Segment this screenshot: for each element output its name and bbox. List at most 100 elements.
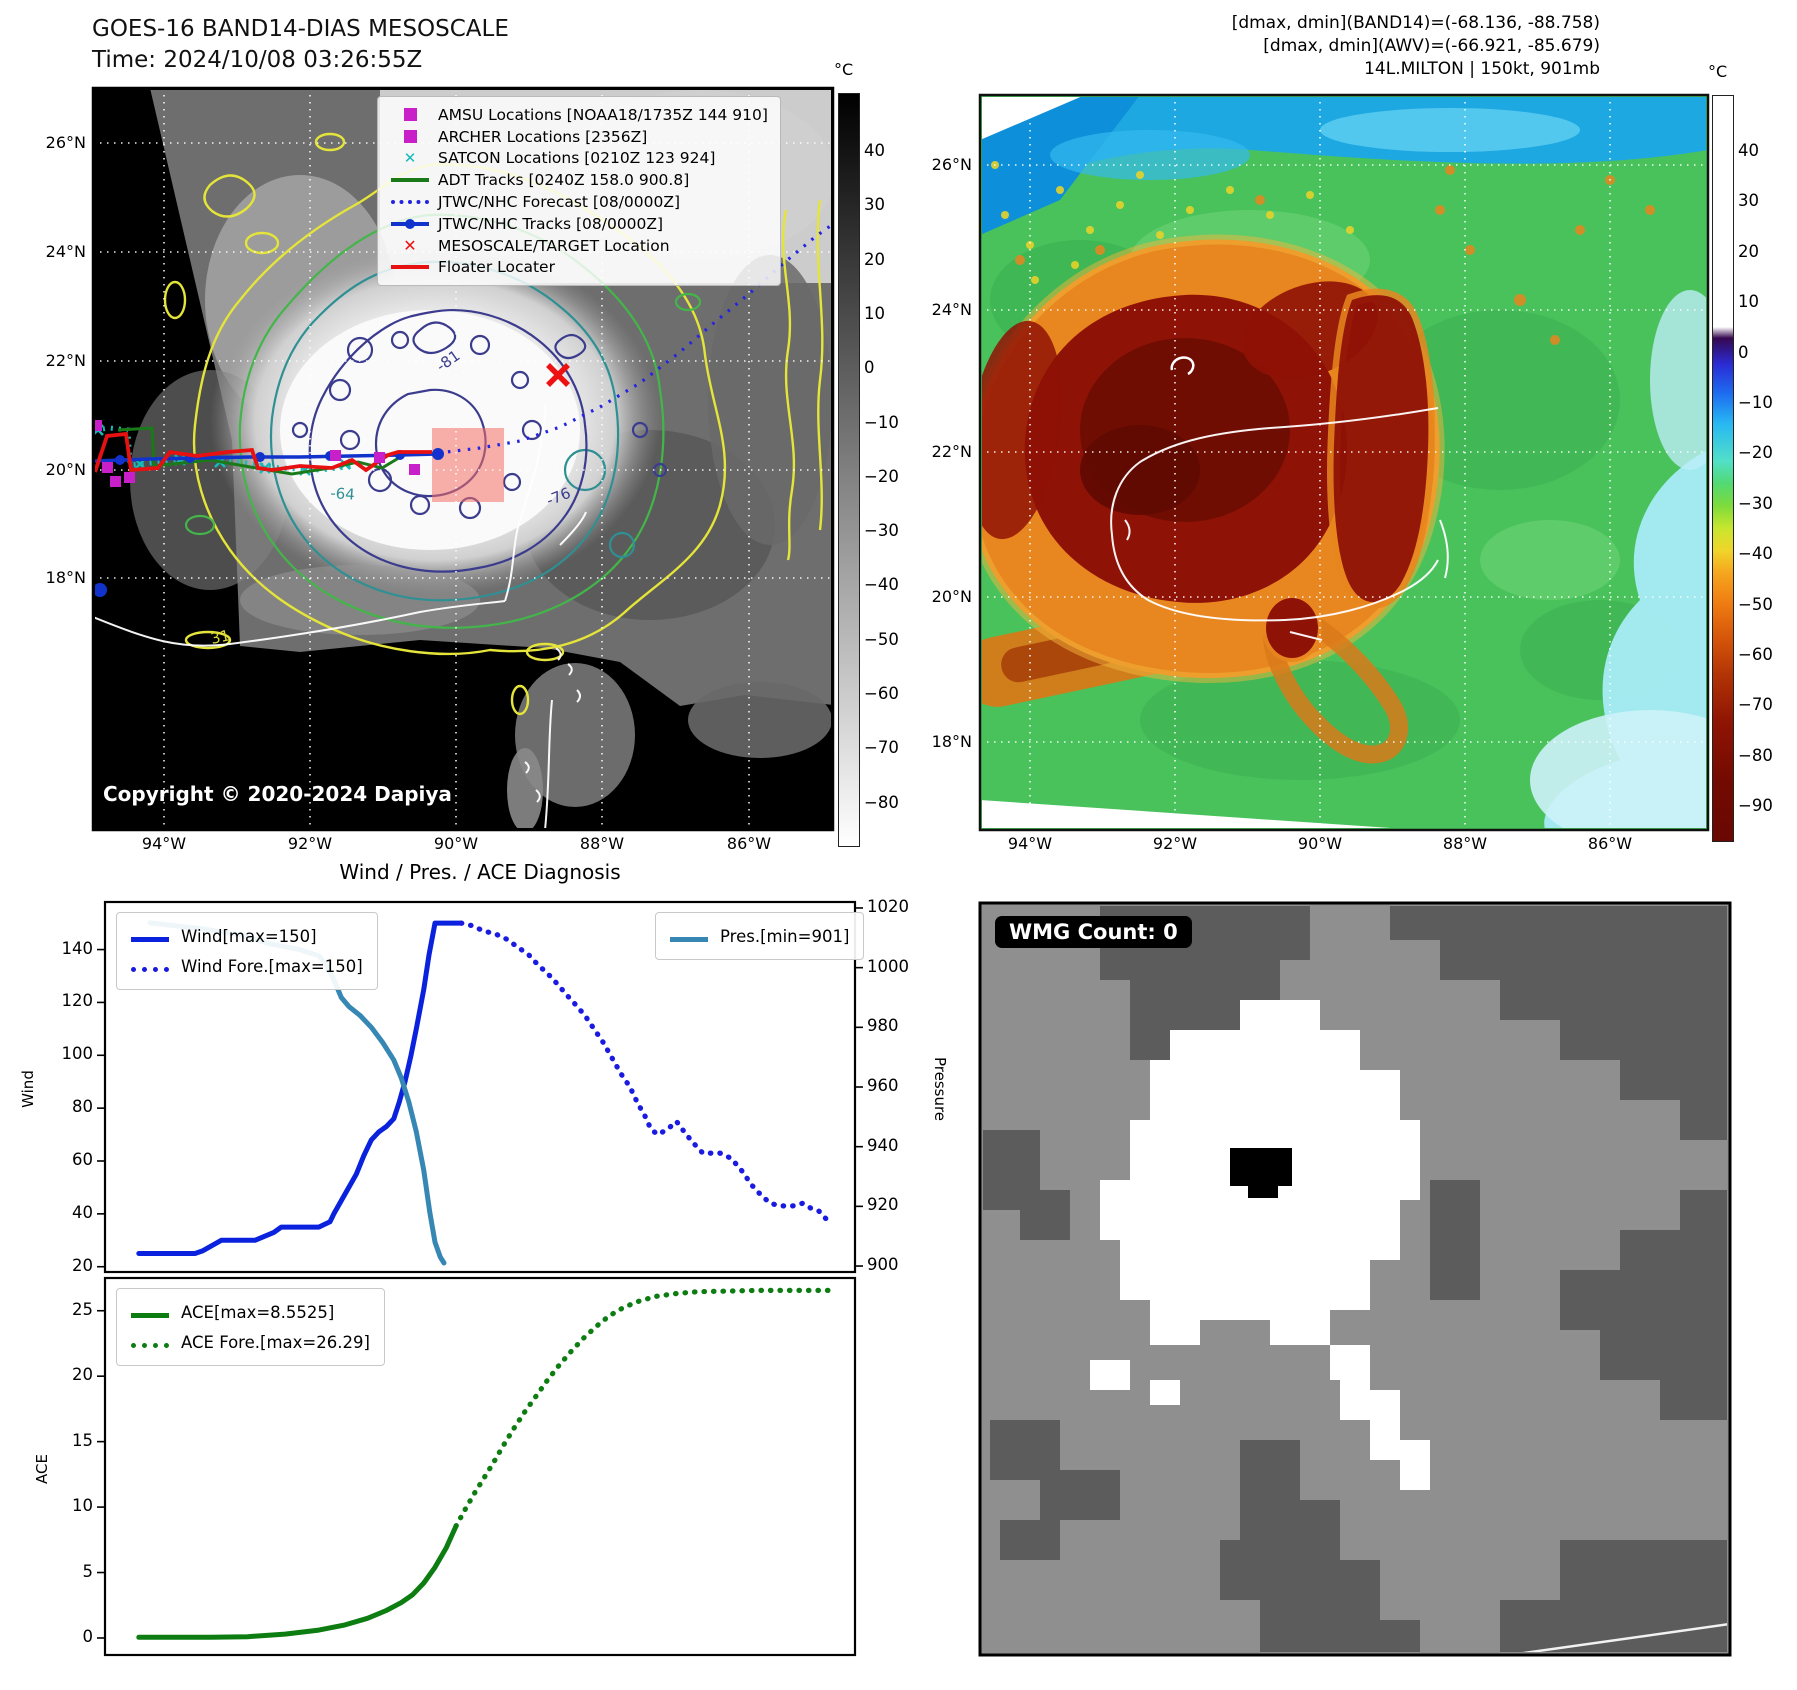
dmax-dmin-band14: [dmax, dmin](BAND14)=(-68.136, -88.758) — [1231, 13, 1600, 33]
dotted-line-icon — [388, 200, 432, 205]
line-sample-icon — [670, 927, 708, 946]
map-legend-label: ADT Tracks [0240Z 158.0 900.8] — [438, 171, 690, 190]
map1-colorbar-tick: −60 — [864, 684, 899, 703]
map2-lat-label: 18°N — [931, 732, 972, 751]
y-tick-label-right: 940 — [867, 1135, 899, 1155]
chart-legend-label: ACE[max=8.5525] — [181, 1302, 335, 1322]
map1-lat-label: 22°N — [45, 351, 86, 370]
series-ace-fore-max- — [453, 1287, 832, 1529]
map2-colorbar-tick: −70 — [1738, 695, 1773, 715]
contour-label: 31 — [209, 626, 231, 648]
map2-lat-label: 24°N — [931, 300, 972, 319]
chart-legend-item: ACE Fore.[max=26.29] — [131, 1327, 370, 1357]
map2-colorbar-tick: 20 — [1738, 241, 1759, 261]
y-tick-label: 20 — [72, 1365, 93, 1385]
speckles-yellow — [991, 161, 1354, 284]
chart-legend-item: Wind Fore.[max=150] — [131, 951, 363, 981]
chart-legend-item: ACE[max=8.5525] — [131, 1297, 370, 1327]
chart-legend-item: Wind[max=150] — [131, 921, 363, 951]
colorbar2-unit: °C — [1708, 62, 1728, 81]
y-tick-label: 40 — [72, 1202, 93, 1222]
map1-lon-label: 86°W — [726, 834, 772, 853]
map2-colorbar-tick: 10 — [1738, 292, 1759, 312]
series-ace-max- — [136, 1523, 459, 1640]
map1-colorbar-tick: −10 — [864, 412, 899, 432]
amsu-archer-markers — [95, 420, 420, 487]
map1-colorbar-tick: 40 — [864, 141, 885, 160]
y-tick-label: 10 — [72, 1496, 93, 1516]
eye-curl — [1170, 356, 1195, 376]
map1-colorbar-tick: 0 — [864, 358, 875, 378]
color-ir-map — [978, 93, 1710, 832]
map-legend-label: JTWC/NHC Tracks [08/0000Z] — [438, 214, 664, 233]
y-tick-label: 0 — [82, 1626, 94, 1646]
map1-colorbar-tick: −50 — [864, 629, 899, 649]
chart-title: Wind / Pres. / ACE Diagnosis — [339, 860, 621, 884]
chart-legend-item: Pres.[min=901] — [670, 921, 849, 951]
wmg-map — [978, 901, 1732, 1657]
square-marker-icon — [388, 130, 432, 144]
map2-colorbar-tick: −80 — [1738, 745, 1773, 765]
wind-legend: Wind[max=150] Wind Fore.[max=150] — [116, 912, 378, 990]
map-legend: AMSU Locations [NOAA18/1735Z 144 910] ARC… — [377, 96, 781, 287]
map1-colorbar-tick: 10 — [864, 303, 885, 323]
map1-colorbar-tick: −30 — [864, 521, 899, 541]
panel1-title: GOES-16 BAND14-DIAS MESOSCALE — [92, 16, 509, 42]
map-legend-item: Floater Locater — [388, 257, 768, 279]
dotted-line-icon — [131, 1333, 169, 1352]
copyright-text: Copyright © 2020-2024 Dapiya — [103, 782, 452, 806]
chart-frames — [103, 900, 857, 1657]
wind-axis-label: Wind — [19, 1070, 37, 1108]
square-marker-icon — [388, 108, 432, 122]
map-legend-item: ADT Tracks [0240Z 158.0 900.8] — [388, 169, 768, 191]
map2-lon-label: 90°W — [1297, 834, 1343, 853]
map1-colorbar-tick: −70 — [864, 738, 899, 758]
ace-legend: ACE[max=8.5525] ACE Fore.[max=26.29] — [116, 1288, 385, 1366]
coastline-yucatan — [1110, 407, 1449, 641]
storm-id-intensity: 14L.MILTON | 150kt, 901mb — [1364, 59, 1600, 79]
line-dot-icon — [388, 218, 432, 229]
map-legend-label: JTWC/NHC Forecast [08/0000Z] — [438, 193, 681, 212]
map-legend-item: AMSU Locations [NOAA18/1735Z 144 910] — [388, 104, 768, 126]
map2-colorbar-tick: −90 — [1738, 796, 1773, 816]
map1-lon-label: 88°W — [579, 834, 625, 853]
y-tick-label-right: 1000 — [867, 956, 909, 976]
map-legend-item: ARCHER Locations [2356Z] — [388, 126, 768, 148]
y-tick-label-right: 1020 — [867, 896, 909, 916]
map2-lon-label: 86°W — [1587, 834, 1633, 853]
pressure-legend: Pres.[min=901] — [655, 912, 865, 960]
map-legend-label: SATCON Locations [0210Z 123 924] — [438, 149, 716, 168]
chart-legend-label: Pres.[min=901] — [720, 926, 850, 946]
map-legend-item: ✕ MESOSCALE/TARGET Location — [388, 235, 768, 257]
map2-colorbar-tick: 0 — [1738, 342, 1749, 362]
y-tick-label-right: 900 — [867, 1255, 899, 1275]
map1-colorbar-tick: 20 — [864, 249, 885, 269]
map1-colorbar-tick: −40 — [864, 575, 899, 595]
map1-lat-label: 18°N — [45, 568, 86, 587]
map-legend-label: ARCHER Locations [2356Z] — [438, 127, 648, 146]
target-box — [432, 428, 504, 502]
jtwc-forecast — [437, 223, 831, 455]
map1-lon-label: 94°W — [141, 834, 187, 853]
y-tick-label: 15 — [72, 1430, 93, 1450]
chart-legend-label: Wind[max=150] — [181, 926, 317, 946]
chart-legend-label: ACE Fore.[max=26.29] — [181, 1332, 370, 1352]
floater-track — [95, 431, 432, 473]
line-sample-icon — [131, 1303, 169, 1322]
line-sample-icon — [388, 265, 432, 270]
map2-lon-label: 94°W — [1007, 834, 1053, 853]
map-legend-label: AMSU Locations [NOAA18/1735Z 144 910] — [438, 105, 768, 124]
graticule — [982, 97, 1706, 828]
map2-colorbar-tick: −30 — [1738, 493, 1773, 513]
map2-lat-label: 26°N — [931, 155, 972, 174]
map-legend-item: ✕ SATCON Locations [0210Z 123 924] — [388, 148, 768, 170]
y-tick-label: 5 — [82, 1561, 94, 1581]
map2-colorbar-tick: −10 — [1738, 393, 1773, 412]
map1-colorbar-tick: −80 — [864, 792, 899, 812]
x-marker-icon: ✕ — [403, 149, 417, 168]
y-tick-label: 25 — [72, 1299, 93, 1319]
y-tick-label: 100 — [61, 1044, 94, 1064]
colorbar-ir — [1712, 95, 1734, 842]
line-sample-icon — [388, 178, 432, 183]
